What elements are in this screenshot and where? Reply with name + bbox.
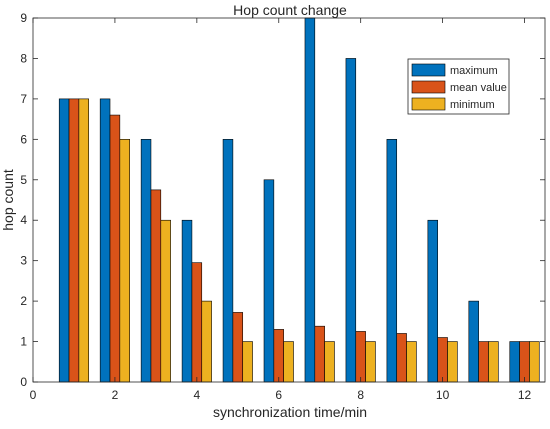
bar-maximum-12 [509,341,520,383]
x-tick-label: 4 [193,388,200,402]
bar-mean-value-6 [273,329,284,383]
bar-minimum-8 [365,341,376,383]
y-tick-label: 1 [20,335,27,349]
bar-mean-value-3 [150,189,162,383]
bar-mean-value-10 [437,337,448,383]
y-tick-label: 7 [20,92,27,106]
x-tick-label: 10 [436,388,450,402]
bar-minimum-1 [78,98,90,383]
bar-maximum-4 [181,219,193,383]
legend-label-maximum: maximum [450,65,498,77]
x-tick-label: 8 [357,388,364,402]
y-axis-label: hop count [0,169,16,231]
bar-minimum-3 [160,219,171,383]
y-tick-label: 2 [20,294,27,308]
bars-group [58,17,540,383]
legend-swatch-minimum [411,97,446,111]
x-tick-label: 0 [30,388,37,402]
bar-maximum-3 [140,139,152,383]
bar-maximum-8 [345,58,357,383]
bar-maximum-11 [468,300,479,383]
y-tick-label: 9 [20,11,27,25]
x-tick-label: 12 [518,388,532,402]
bar-maximum-5 [222,139,234,383]
legend-swatch-maximum [411,63,446,77]
bar-mean-value-7 [314,325,325,383]
legend: maximum mean value minimum [407,58,510,115]
y-tick-label: 0 [20,375,27,389]
bar-mean-value-12 [519,341,530,383]
y-tick-label: 6 [20,132,27,146]
y-tick-label: 8 [20,51,27,65]
bar-minimum-5 [242,341,253,383]
bar-maximum-7 [304,17,316,383]
bar-minimum-9 [406,341,417,383]
bar-minimum-4 [201,300,212,383]
bar-minimum-10 [447,341,458,383]
bar-mean-value-9 [396,333,407,383]
axes-box [32,17,546,383]
bar-minimum-12 [529,341,540,383]
bar-mean-value-2 [109,114,121,383]
bar-minimum-2 [119,139,130,383]
x-tick-label: 2 [112,388,119,402]
x-tick-label: 6 [275,388,282,402]
bar-maximum-6 [263,179,275,383]
x-axis-label: synchronization time/min [213,404,367,420]
bar-maximum-10 [427,219,438,383]
bar-mean-value-1 [68,98,80,383]
y-tick-label: 5 [20,173,27,187]
bar-mean-value-4 [191,262,203,383]
y-tick-label: 3 [20,254,27,268]
bar-minimum-11 [488,341,499,383]
bar-maximum-9 [386,139,398,383]
legend-label-mean-value: mean value [450,82,507,94]
bar-mean-value-5 [232,312,244,383]
bar-minimum-6 [283,341,294,383]
y-tick-label: 4 [20,213,27,227]
bar-maximum-2 [99,98,111,383]
legend-swatch-mean-value [411,80,446,94]
chart-title: Hop count change [233,2,347,18]
legend-label-minimum: minimum [450,99,495,111]
bar-minimum-7 [324,341,335,383]
bar-maximum-1 [58,98,70,383]
bar-mean-value-11 [478,341,489,383]
bar-mean-value-8 [355,331,366,383]
